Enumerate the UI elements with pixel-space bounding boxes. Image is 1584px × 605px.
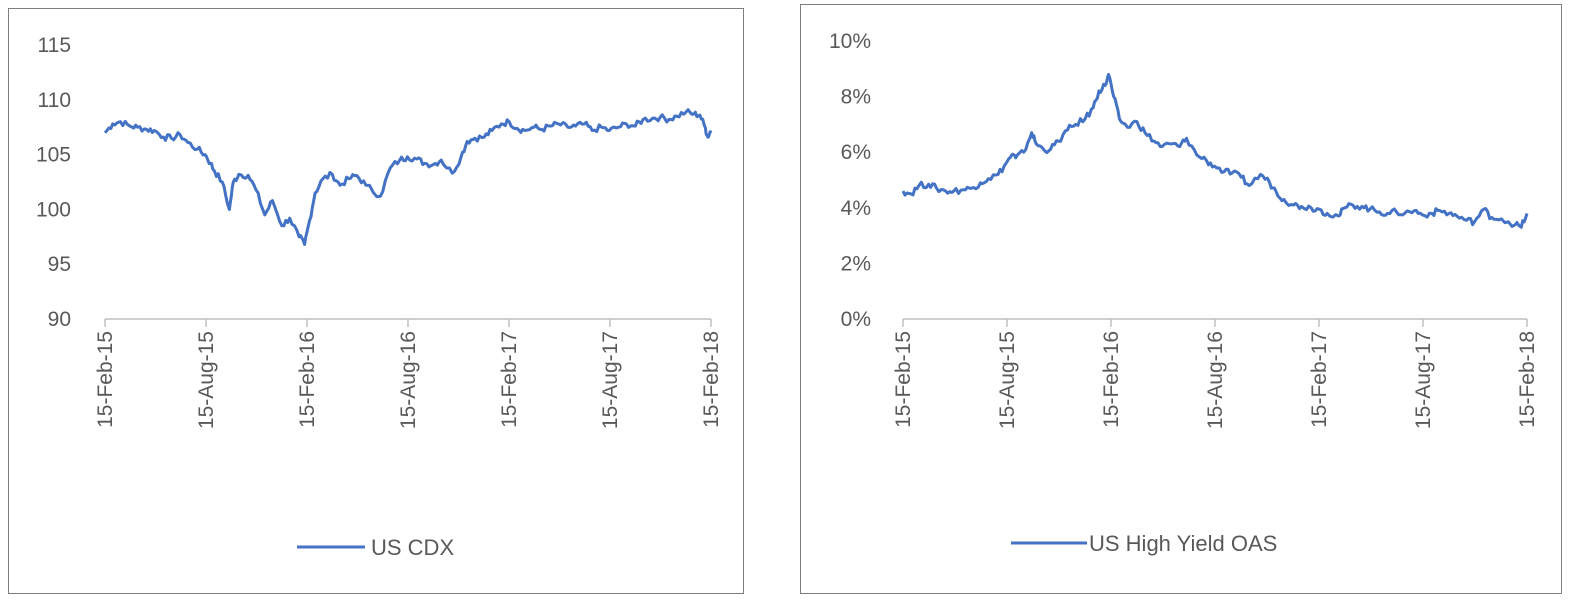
x-tick-label: 15-Aug-15 — [195, 331, 218, 429]
chart-panel-us-high-yield-oas: 0% 2% 4% 6% 8% 10% 15-Feb-15 15-Aug-15 15-Feb-16… — [800, 4, 1562, 594]
y-tick-label: 8% — [841, 86, 871, 109]
y-tick-label: 105 — [36, 144, 71, 167]
x-tick-label: 15-Aug-16 — [1204, 331, 1227, 429]
chart-panel-us-cdx: 90 95 100 105 110 115 15-Feb-15 15-Aug-15 15-Feb… — [8, 8, 744, 594]
y-tick-label: 6% — [841, 141, 871, 164]
y-tick-label: 2% — [841, 252, 871, 275]
x-tick-label: 15-Aug-16 — [397, 331, 420, 429]
legend-label: US High Yield OAS — [1089, 531, 1277, 556]
y-tick-label: 115 — [38, 34, 71, 57]
x-tick-label: 15-Feb-17 — [1308, 331, 1331, 428]
x-tick-label: 15-Feb-18 — [1516, 331, 1539, 428]
x-tick-label: 15-Feb-15 — [892, 331, 915, 428]
x-tick-label: 15-Aug-17 — [1412, 331, 1435, 429]
us-cdx-chart: 90 95 100 105 110 115 15-Feb-15 15-Aug-15 15-Feb… — [36, 34, 723, 560]
y-tick-label: 100 — [36, 198, 71, 221]
y-tick-label: 4% — [841, 197, 871, 220]
y-tick-label: 95 — [48, 253, 71, 276]
series-line — [103, 108, 713, 246]
x-tick-label: 15-Aug-17 — [599, 331, 622, 429]
y-tick-label: 110 — [38, 89, 71, 112]
x-tick-label: 15-Feb-17 — [498, 331, 521, 428]
y-tick-label: 0% — [841, 308, 871, 331]
x-tick-label: 15-Feb-15 — [94, 331, 117, 428]
x-tick-label: 15-Feb-16 — [1100, 331, 1123, 428]
x-tick-label: 15-Feb-18 — [700, 331, 723, 428]
y-tick-label: 10% — [829, 30, 871, 53]
x-tick-label: 15-Aug-15 — [996, 331, 1019, 429]
series-line — [901, 72, 1529, 229]
x-tick-label: 15-Feb-16 — [296, 331, 319, 428]
y-tick-label: 90 — [48, 308, 71, 331]
legend-label: US CDX — [371, 535, 454, 560]
us-high-yield-oas-chart: 0% 2% 4% 6% 8% 10% 15-Feb-15 15-Aug-15 15-Feb-16… — [829, 30, 1539, 556]
